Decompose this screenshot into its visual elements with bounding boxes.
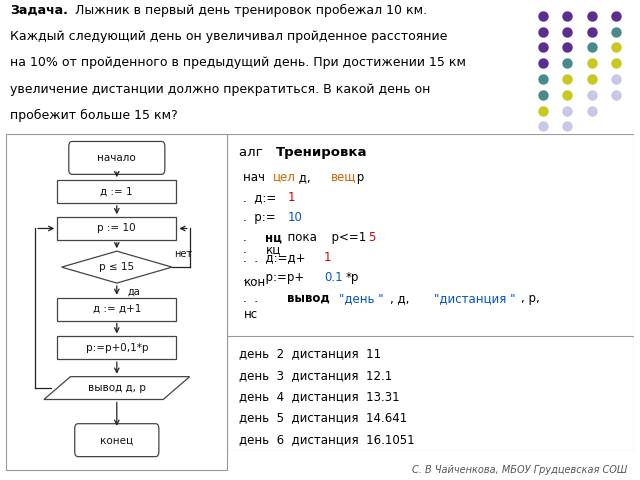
Text: Каждый следующий день он увеличивал пройденное расстояние: Каждый следующий день он увеличивал прой…	[10, 30, 448, 43]
Text: 10: 10	[287, 211, 302, 224]
Text: день  3  дистанция  12.1: день 3 дистанция 12.1	[239, 369, 393, 382]
Text: С. В Чайченкова, МБОУ Грудцевская СОШ: С. В Чайченкова, МБОУ Грудцевская СОШ	[412, 465, 627, 475]
Text: "день ": "день "	[339, 292, 383, 305]
Text: .: .	[243, 243, 255, 256]
Text: р:=р+0,1*р: р:=р+0,1*р	[86, 343, 148, 353]
Text: р := 10: р := 10	[97, 224, 136, 233]
Text: день  5  дистанция  14.641: день 5 дистанция 14.641	[239, 411, 408, 424]
Bar	[57, 217, 177, 240]
Text: .  д:=: . д:=	[243, 191, 276, 204]
Text: 1: 1	[287, 191, 295, 204]
Polygon shape	[61, 251, 172, 283]
Text: вывод: вывод	[287, 292, 330, 305]
Polygon shape	[44, 377, 189, 399]
Text: нач: нач	[243, 171, 269, 184]
Text: нет: нет	[174, 249, 193, 259]
Text: "дистанция ": "дистанция "	[434, 292, 515, 305]
Text: день  4  дистанция  13.31: день 4 дистанция 13.31	[239, 390, 400, 403]
Text: конец: конец	[100, 435, 133, 445]
Text: д := д+1: д := д+1	[93, 304, 141, 314]
Text: нц: нц	[266, 231, 282, 244]
Text: Тренировка: Тренировка	[276, 146, 367, 159]
Text: кон: кон	[243, 276, 266, 288]
Text: д,: д,	[294, 171, 318, 184]
Text: цел: цел	[273, 171, 296, 184]
Text: нс: нс	[243, 308, 257, 321]
Text: Лыжник в первый день тренировок пробежал 10 км.: Лыжник в первый день тренировок пробежал…	[71, 4, 427, 17]
Text: день  2  дистанция  11: день 2 дистанция 11	[239, 348, 381, 360]
Text: пробежит больше 15 км?: пробежит больше 15 км?	[10, 109, 179, 122]
Text: вещ: вещ	[332, 171, 356, 184]
Text: 1: 1	[324, 252, 332, 264]
Text: , д,: , д,	[390, 292, 417, 305]
Text: 0.1: 0.1	[324, 272, 342, 285]
Text: увеличение дистанции должно прекратиться. В какой день он: увеличение дистанции должно прекратиться…	[10, 83, 431, 96]
Text: день  6  дистанция  16.1051: день 6 дистанция 16.1051	[239, 433, 415, 446]
Text: 5: 5	[368, 231, 375, 244]
Text: пока: пока	[280, 231, 317, 244]
Text: да: да	[128, 287, 141, 297]
Text: на 10% от пройденного в предыдущий день. При достижении 15 км: на 10% от пройденного в предыдущий день.…	[10, 57, 467, 70]
Text: д := 1: д := 1	[100, 187, 133, 196]
Bar	[57, 298, 177, 321]
Text: Задача.: Задача.	[10, 4, 68, 17]
FancyBboxPatch shape	[68, 142, 165, 174]
Text: .: .	[243, 231, 255, 244]
Bar	[57, 336, 177, 359]
Text: р<=1: р<=1	[324, 231, 366, 244]
Text: начало: начало	[97, 153, 136, 163]
FancyBboxPatch shape	[75, 424, 159, 456]
Text: .  .  д:=д+: . . д:=д+	[243, 252, 306, 264]
Text: р: р	[353, 171, 364, 184]
Text: .  р:=: . р:=	[243, 211, 276, 224]
Text: *р: *р	[346, 272, 359, 285]
Text: алг: алг	[239, 146, 271, 159]
Text: .  .  р:=р+: . . р:=р+	[243, 272, 305, 285]
Text: , р,: , р,	[522, 292, 540, 305]
Text: вывод д, р: вывод д, р	[88, 383, 146, 393]
Text: .  .: . .	[243, 292, 266, 305]
Bar	[57, 180, 177, 203]
Text: кц: кц	[266, 243, 281, 256]
Text: р ≤ 15: р ≤ 15	[99, 262, 134, 272]
